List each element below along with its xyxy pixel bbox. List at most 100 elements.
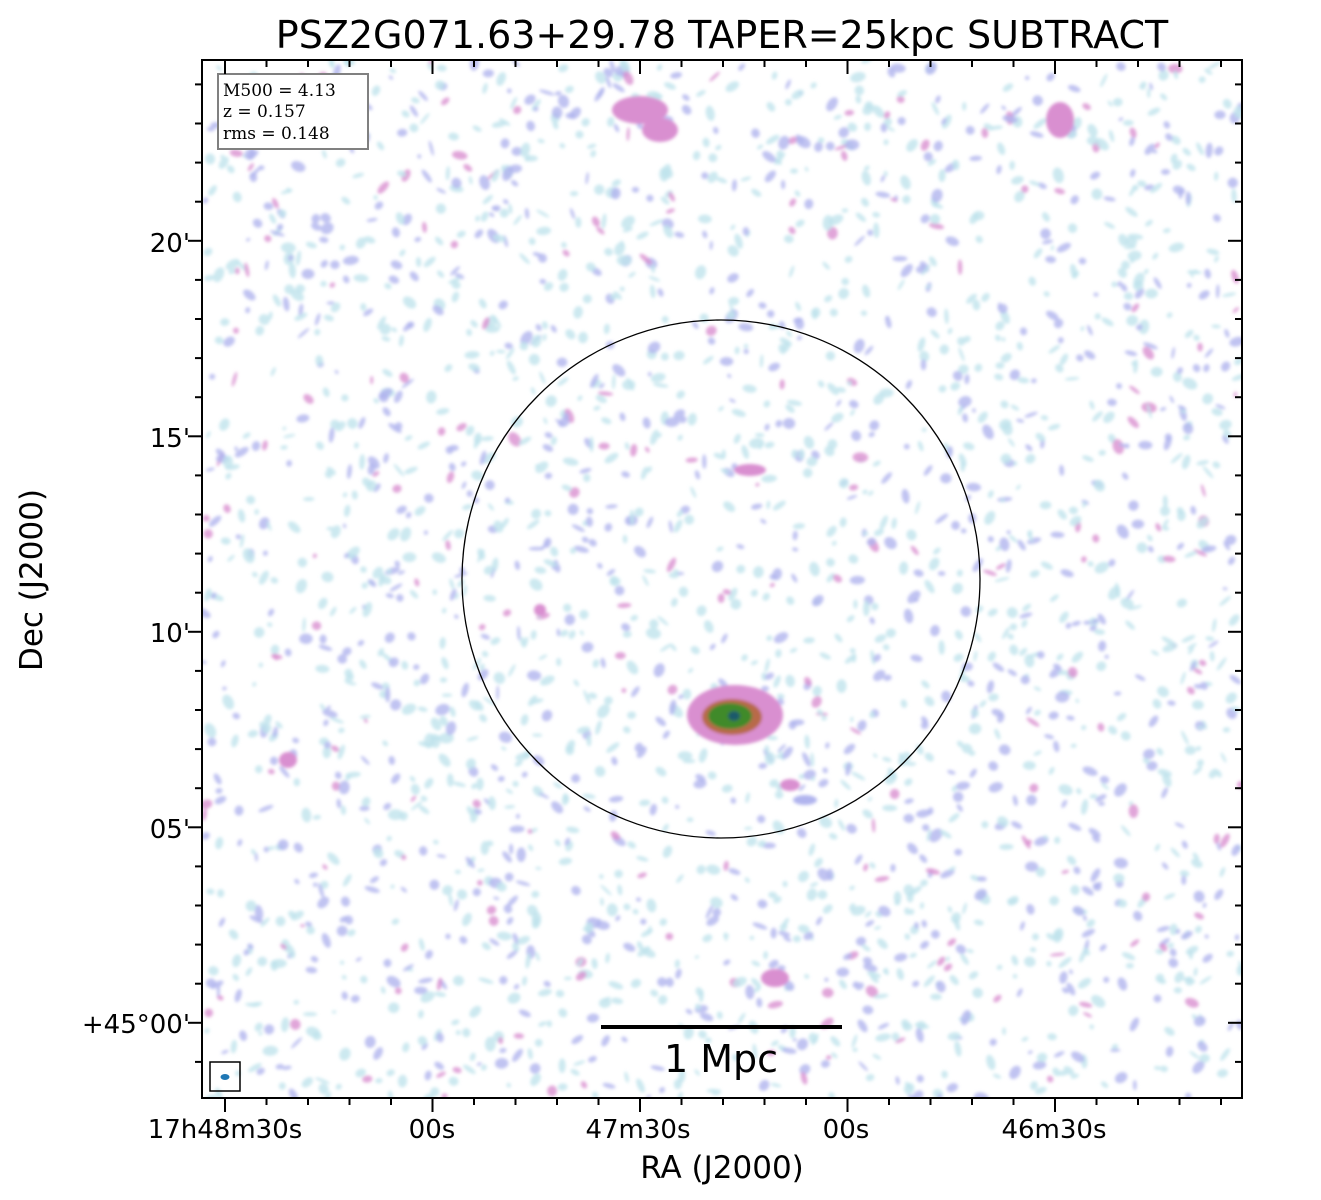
emission-blob [603,323,610,335]
emission-blob [223,336,235,347]
emission-blob [646,516,654,529]
emission-blob [334,771,342,780]
emission-blob [769,582,775,588]
emission-blob [650,1065,665,1071]
emission-blob [362,602,373,618]
emission-blob [439,637,446,649]
emission-blob [1107,398,1117,407]
emission-blob [275,721,283,729]
emission-blob [869,420,880,431]
emission-blob [501,746,507,751]
emission-blob [489,938,500,946]
emission-blob [1066,715,1075,721]
emission-blob [580,1081,588,1089]
emission-blob [536,209,550,218]
emission-blob [603,696,613,705]
emission-blob [486,905,497,915]
emission-blob [462,912,472,927]
emission-blob [288,262,297,279]
emission-blob [650,372,666,383]
emission-blob [473,432,482,445]
emission-blob [550,546,559,557]
emission-blob [838,819,846,831]
emission-blob [679,416,687,424]
emission-blob [454,273,465,280]
emission-blob [1172,371,1182,382]
emission-blob [230,1039,238,1054]
emission-blob [1176,598,1188,608]
emission-blob [531,508,542,519]
emission-blob [857,720,867,732]
emission-blob [1025,444,1033,452]
emission-blob [226,165,235,174]
emission-blob [754,432,765,438]
emission-blob [508,664,516,677]
emission-blob [1200,484,1206,498]
emission-blob [1162,495,1168,508]
emission-blob [1043,835,1048,840]
emission-blob [496,882,507,892]
emission-blob [758,442,764,450]
emission-blob [577,395,583,401]
emission-blob [723,501,736,512]
emission-blob [1093,292,1099,297]
emission-blob [1199,1053,1210,1063]
emission-blob [851,1034,858,1048]
emission-blob [583,806,591,812]
emission-blob [695,1003,702,1011]
emission-blob [1068,506,1078,515]
emission-blob [655,716,666,727]
emission-blob [264,260,269,271]
emission-blob [1080,326,1085,332]
emission-blob [1033,118,1047,129]
emission-blob [1155,948,1164,955]
emission-blob [1161,862,1169,870]
emission-blob [481,942,491,951]
emission-blob [243,289,256,301]
emission-blob [972,987,983,999]
emission-blob [1152,252,1159,260]
emission-blob [513,105,522,115]
emission-blob [344,668,353,678]
emission-blob [1162,518,1169,529]
emission-blob [736,544,745,550]
emission-blob [562,249,570,257]
emission-blob [1204,934,1209,939]
emission-blob [571,885,581,896]
emission-blob [1000,352,1012,363]
emission-blob [206,888,215,895]
emission-blob [1184,745,1196,755]
emission-blob [1162,555,1176,563]
emission-blob [486,840,494,847]
emission-blob [707,337,716,345]
emission-blob [929,828,943,843]
emission-blob [1068,822,1082,831]
emission-blob [578,331,588,344]
emission-blob [996,165,1002,175]
emission-blob [630,978,642,988]
emission-blob [233,327,239,334]
emission-blob [1129,1017,1140,1032]
emission-blob [521,771,528,778]
emission-blob [452,781,467,787]
emission-blob [1216,841,1221,851]
emission-blob [846,615,855,623]
emission-blob [1107,100,1113,107]
emission-blob [1021,1036,1029,1042]
emission-blob [1220,833,1230,848]
emission-blob [568,630,576,639]
emission-blob [1035,432,1046,442]
emission-blob [665,977,674,988]
emission-blob [751,188,762,197]
emission-blob [1222,435,1229,444]
emission-blob [1159,407,1167,412]
emission-blob [953,653,964,662]
emission-blob [472,125,482,132]
emission-blob [599,874,604,879]
emission-blob [460,461,467,467]
emission-blob [603,67,614,78]
emission-blob [1058,784,1073,796]
emission-blob [862,489,868,495]
emission-blob [1215,284,1220,299]
emission-blob [493,896,500,900]
